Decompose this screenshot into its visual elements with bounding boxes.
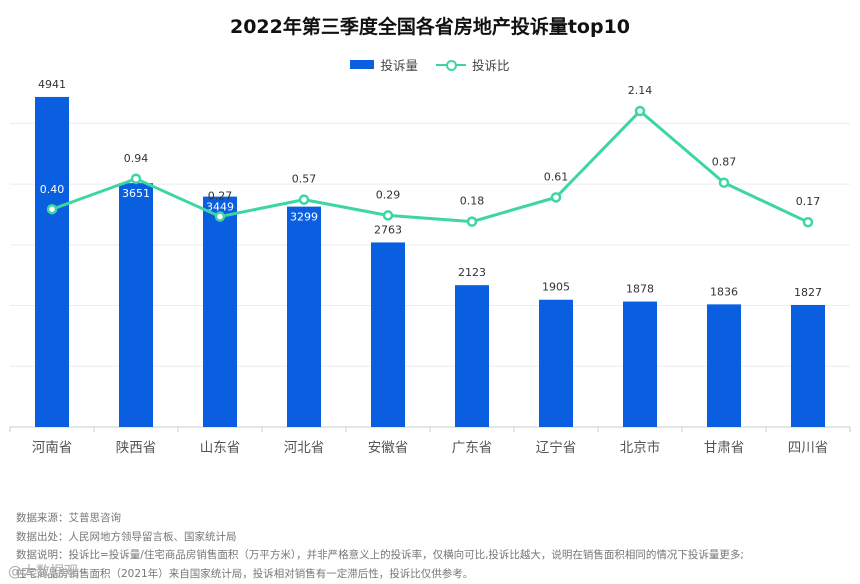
x-tick-label: 甘肃省 [704, 440, 745, 456]
legend-label-complaints: 投诉量 [380, 58, 418, 73]
ratio-value-label: 2.14 [628, 84, 653, 97]
ratio-value-label: 0.61 [544, 170, 569, 183]
bar-陕西省 [119, 183, 153, 427]
legend-bar-swatch [350, 60, 375, 69]
ratio-point [130, 173, 142, 185]
ratio-value-label: 0.94 [124, 152, 149, 165]
source-watermark: @大数据观 [8, 564, 78, 580]
x-tick-label: 四川省 [788, 440, 829, 456]
x-tick-label: 陕西省 [116, 440, 157, 456]
ratio-point [298, 194, 310, 205]
chart-footer: 数据来源：艾普思咨询 数据出处：人民网地方领导留言板、国家统计局 数据说明：投诉… [16, 509, 744, 583]
ratio-value-label: 0.40 [40, 183, 65, 196]
bar-辽宁省 [539, 299, 573, 427]
chart-legend: 投诉量 投诉比 [0, 55, 860, 74]
bar-value-label: 3449 [206, 201, 234, 214]
x-tick-label: 山东省 [200, 440, 241, 456]
ratio-point [466, 216, 478, 227]
ratio-value-label: 0.27 [208, 190, 233, 203]
bar-山东省 [203, 196, 237, 427]
ratio-point [46, 203, 58, 215]
bar-value-label: 2763 [374, 223, 402, 236]
footer-source: 数据来源：艾普思咨询 [16, 512, 121, 524]
bar-河南省 [35, 96, 69, 428]
ratio-point [802, 216, 814, 228]
bar-河北省 [287, 206, 321, 427]
x-tick-label: 辽宁省 [536, 439, 577, 456]
footer-area-note: 住宅商品房销售面积（2021年）来自国家统计局，投诉相对销售有一定滞后性，投诉比… [16, 567, 474, 580]
bar-广东省 [455, 285, 489, 427]
ratio-value-label: 0.17 [796, 195, 821, 208]
bar-安徽省 [371, 242, 405, 427]
chart-plot: 4941 河南省 3651 陕西省 3449 山东省 3299 河北省 2763 安徽省 2123 广… [9, 78, 851, 456]
ratio-value-label: 0.18 [460, 195, 485, 208]
ratio-value-label: 0.29 [376, 188, 401, 201]
ratio-series-line [51, 109, 809, 224]
legend-item-complaints[interactable]: 投诉量 [350, 55, 418, 74]
x-tick-label: 河北省 [284, 440, 325, 456]
ratio-value-label: 0.87 [712, 156, 737, 169]
ratio-point [550, 192, 562, 203]
bar-value-label: 1905 [542, 281, 570, 294]
ratio-point [634, 105, 646, 117]
bar-value-label: 1878 [626, 283, 654, 296]
ratio-point [214, 211, 226, 222]
bar-value-label: 4941 [38, 78, 66, 91]
chart-title: 2022年第三季度全国各省房地产投诉量top10 [229, 16, 631, 38]
footer-explanation: 数据说明：投诉比=投诉量/住宅商品房销售面积（万平方米），并非严格意义上的投诉率… [16, 549, 744, 561]
legend-line-swatch [436, 59, 466, 71]
x-tick-label: 广东省 [452, 440, 493, 456]
x-tick-label: 北京市 [620, 439, 661, 456]
bar-value-label: 2123 [458, 266, 486, 279]
bar-甘肃省 [707, 304, 741, 427]
x-tick-label: 河南省 [32, 440, 73, 456]
bar-北京市 [623, 301, 657, 427]
ratio-point [382, 210, 394, 221]
x-tick-label: 安徽省 [368, 440, 409, 456]
bar-value-label: 3651 [122, 187, 150, 200]
bar-value-label: 3299 [290, 211, 318, 224]
ratio-value-label: 0.57 [292, 173, 317, 186]
footer-origin: 数据出处：人民网地方领导留言板、国家统计局 [16, 530, 237, 543]
bar-value-label: 1827 [794, 286, 822, 299]
ratio-point [718, 177, 730, 188]
bar-value-label: 1836 [710, 285, 738, 298]
bar-四川省 [791, 304, 825, 427]
legend-label-ratio: 投诉比 [472, 58, 510, 73]
legend-item-ratio[interactable]: 投诉比 [436, 55, 510, 74]
